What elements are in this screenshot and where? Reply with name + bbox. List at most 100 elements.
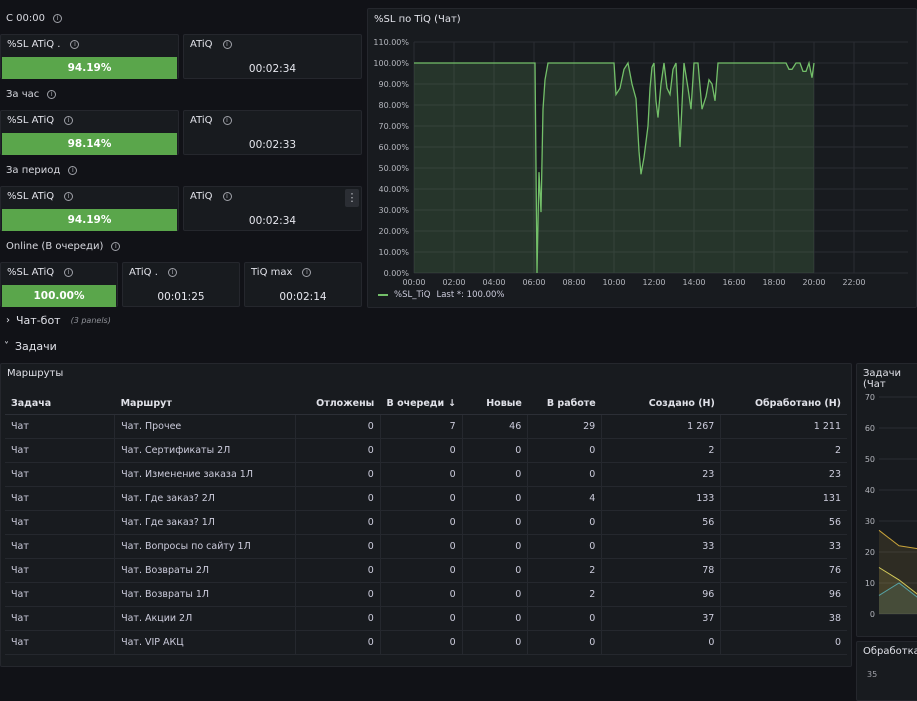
table-cell: 96 xyxy=(720,582,847,607)
info-icon[interactable]: i xyxy=(47,90,57,99)
column-header-label: Задача xyxy=(11,397,52,409)
row-tasks-expanded[interactable]: ˅ Задачи xyxy=(4,340,57,353)
legend-last-value: Last *: 100.00% xyxy=(436,290,505,300)
panel-title: ATiQ . i xyxy=(129,267,177,278)
stat-panel-sl-per-period: %SL ATiQ i 94.19% xyxy=(0,186,179,231)
y-tick-label: 90.00% xyxy=(378,80,409,89)
info-icon[interactable]: i xyxy=(52,14,62,23)
table-row: Чат Чат. Прочее 0 7 46 29 1 267 1 211 xyxy=(5,414,847,439)
column-header[interactable]: Создано (Н) xyxy=(601,392,721,415)
table-cell: Чат xyxy=(5,558,115,583)
series-area-fill xyxy=(879,583,917,614)
info-icon[interactable]: i xyxy=(64,192,74,201)
panel-title-text: %SL ATiQ . xyxy=(7,39,61,50)
table-header-row: Задача Маршрут Отложены В очереди ↓ Новые В ра… xyxy=(5,392,847,415)
panel-title: %SL ATiQ i xyxy=(7,267,74,278)
legend-series-name: %SL_TiQ xyxy=(394,290,431,300)
table-cell: 78 xyxy=(601,558,721,583)
series-area-fill xyxy=(879,530,917,614)
stat-panel-sl-per-hour: %SL ATiQ i 98.14% xyxy=(0,110,179,155)
info-icon[interactable]: i xyxy=(64,116,74,125)
processing-panel: Обработка 35 xyxy=(856,641,917,701)
info-icon[interactable]: i xyxy=(111,242,121,251)
table-cell: 131 xyxy=(720,486,847,511)
table-cell: 0 xyxy=(379,438,463,463)
y-tick-label: 100.00% xyxy=(373,59,409,68)
chart-legend[interactable]: %SL_TiQ Last *: 100.00% xyxy=(378,290,505,300)
table-cell: 0 xyxy=(461,438,528,463)
table-cell: 37 xyxy=(601,606,721,631)
series-line xyxy=(878,582,917,598)
panel-title: ATiQ i xyxy=(190,191,232,202)
table-cell: 23 xyxy=(601,462,721,487)
column-header[interactable]: Обработано (Н) xyxy=(720,392,847,415)
stat-value-bar: 98.14% xyxy=(2,133,177,155)
info-icon[interactable]: i xyxy=(222,192,232,201)
table-cell: 0 xyxy=(379,558,463,583)
table-cell: 38 xyxy=(720,606,847,631)
y-tick-label: 35 xyxy=(867,670,878,679)
info-icon[interactable]: i xyxy=(302,268,312,277)
table-cell: Чат. Возвраты 1Л xyxy=(114,582,296,607)
info-icon[interactable]: i xyxy=(222,40,232,49)
table-cell: 2 xyxy=(720,438,847,463)
table-cell: 33 xyxy=(601,534,721,559)
x-tick-label: 08:00 xyxy=(562,278,585,287)
table-cell: Чат. Где заказ? 1Л xyxy=(114,510,296,535)
table-cell: Чат. Где заказ? 2Л xyxy=(114,486,296,511)
column-header[interactable]: Маршрут xyxy=(114,392,296,415)
stat-panel-sl-since-midnight: %SL ATiQ . i 94.19% xyxy=(0,34,179,79)
info-icon[interactable]: i xyxy=(222,116,232,125)
table-cell: 96 xyxy=(601,582,721,607)
y-tick-label: 70.00% xyxy=(378,122,409,131)
table-cell: 0 xyxy=(720,630,847,655)
info-icon[interactable]: i xyxy=(64,268,74,277)
table-cell: 46 xyxy=(461,414,528,439)
y-tick-label: 30.00% xyxy=(378,206,409,215)
x-tick-label: 04:00 xyxy=(482,278,505,287)
table-cell: 0 xyxy=(294,486,381,511)
row-panel-count: (3 panels) xyxy=(70,316,111,325)
y-tick-label: 20.00% xyxy=(378,227,409,236)
column-header[interactable]: Новые xyxy=(462,392,528,415)
sl-tiq-chart[interactable]: 0.00% 10.00% 20.00% 30.00% 40.00% 50.00% 60.00… xyxy=(368,9,916,307)
panel-title-text: Задачи (Чат xyxy=(863,368,901,390)
y-tick-label: 10 xyxy=(865,579,875,588)
panel-title-text: ATiQ xyxy=(190,191,213,202)
tasks-side-chart[interactable]: 0 10 20 30 40 50 60 70 xyxy=(857,364,917,636)
stat-panel-tiqmax-online: TiQ max i 00:02:14 xyxy=(244,262,362,307)
sl-tiq-chart-panel: %SL по TiQ (Чат) 0.00% 10.00% 20.00% 30.00%… xyxy=(367,8,917,308)
info-icon[interactable]: i xyxy=(68,166,78,175)
y-tick-label: 30 xyxy=(865,517,875,526)
table-row: Чат Чат. Изменение заказа 1Л 0 0 0 0 23 23 xyxy=(5,462,847,487)
x-tick-label: 12:00 xyxy=(642,278,665,287)
column-header[interactable]: Отложены xyxy=(295,392,381,415)
y-tick-label: 110.00% xyxy=(373,38,409,47)
info-icon[interactable]: i xyxy=(167,268,177,277)
table-cell: Чат. Сертификаты 2Л xyxy=(114,438,296,463)
panel-menu-button[interactable]: ⋮ xyxy=(345,189,359,207)
table-cell: 1 267 xyxy=(601,414,721,439)
row-chatbot-collapsed[interactable]: › Чат-бот (3 panels) xyxy=(6,314,111,327)
panel-title: Задачи (Чат xyxy=(863,368,917,390)
info-icon[interactable]: i xyxy=(70,40,80,49)
column-header[interactable]: В очереди ↓ xyxy=(380,392,463,415)
stat-panel-atiq-per-period: ATiQ i ⋮ 00:02:34 xyxy=(183,186,362,231)
table-cell: 0 xyxy=(461,630,528,655)
y-tick-label: 40.00% xyxy=(378,185,409,194)
table-cell: 0 xyxy=(379,606,463,631)
table-cell: 0 xyxy=(294,414,381,439)
panel-title-text: ATiQ xyxy=(190,115,213,126)
table-cell: Чат xyxy=(5,486,115,511)
table-row: Чат Чат. Возвраты 2Л 0 0 0 2 78 76 xyxy=(5,558,847,583)
y-tick-label: 10.00% xyxy=(378,248,409,257)
stat-value: 00:02:14 xyxy=(279,291,327,303)
table-cell: 1 211 xyxy=(720,414,847,439)
table-cell: 0 xyxy=(294,462,381,487)
table-cell: 0 xyxy=(379,582,463,607)
column-header[interactable]: Задача xyxy=(5,392,115,415)
table-row: Чат Чат. Где заказ? 2Л 0 0 0 4 133 131 xyxy=(5,486,847,511)
stat-value: 00:02:34 xyxy=(248,215,297,227)
table-row: Чат Чат. Возвраты 1Л 0 0 0 2 96 96 xyxy=(5,582,847,607)
column-header[interactable]: В работе xyxy=(527,392,602,415)
